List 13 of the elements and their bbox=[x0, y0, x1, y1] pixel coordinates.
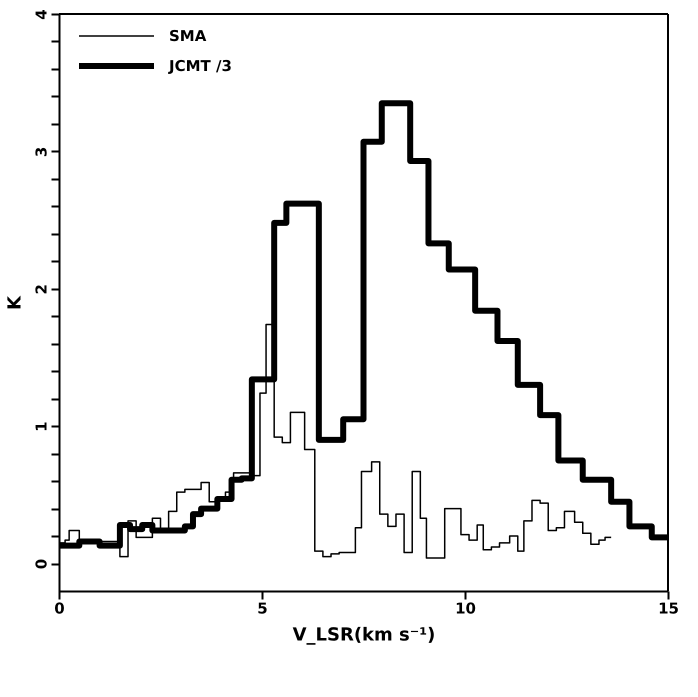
x-axis-title: V_LSR(km s⁻¹) bbox=[292, 624, 436, 646]
x-tick-label: 5 bbox=[257, 600, 268, 618]
x-tick-label: 10 bbox=[455, 600, 476, 618]
y-tick-label: 0 bbox=[32, 558, 50, 570]
y-tick-label: 3 bbox=[32, 146, 50, 158]
legend-label: SMA bbox=[169, 27, 207, 45]
x-tick-label: 15 bbox=[658, 600, 679, 618]
y-axis-title: K bbox=[4, 294, 26, 310]
legend-label: JCMT /3 bbox=[168, 57, 232, 75]
x-tick-label: 0 bbox=[54, 600, 65, 618]
y-tick-label: 4 bbox=[32, 9, 50, 20]
y-tick-label: 1 bbox=[32, 421, 50, 432]
y-tick-label: 2 bbox=[32, 284, 50, 294]
